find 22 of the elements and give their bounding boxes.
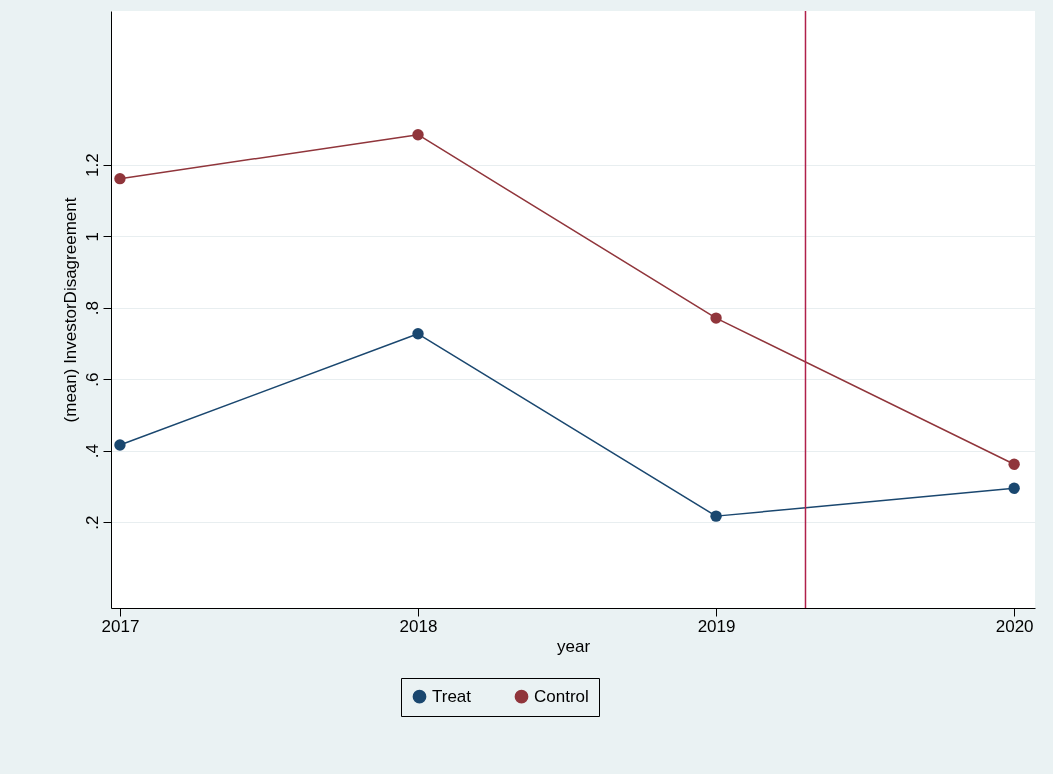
- y-tick-label: .8: [82, 301, 102, 316]
- point: [114, 172, 126, 185]
- point: [1008, 458, 1020, 470]
- y-tick-label: .2: [82, 515, 102, 530]
- x-tick-label: 2018: [399, 616, 438, 636]
- point: [710, 312, 722, 324]
- x-tick-label: 2020: [995, 616, 1034, 636]
- legend-label: Control: [534, 686, 589, 706]
- y-axis-title: (mean) InvestorDisagreement: [60, 197, 80, 423]
- y-tick-label: .4: [82, 444, 102, 459]
- y-tick-label: 1: [82, 231, 102, 242]
- point: [412, 328, 424, 340]
- x-tick-label: 2017: [101, 616, 140, 636]
- y-tick-label: 1.2: [82, 153, 102, 178]
- legend-label: Treat: [432, 686, 472, 706]
- point: [1008, 482, 1020, 494]
- y-tick-label: .6: [82, 372, 102, 387]
- x-axis-title: year: [556, 636, 591, 656]
- point: [710, 510, 722, 522]
- point: [412, 129, 424, 141]
- x-tick-label: 2019: [697, 616, 736, 636]
- point: [114, 439, 126, 451]
